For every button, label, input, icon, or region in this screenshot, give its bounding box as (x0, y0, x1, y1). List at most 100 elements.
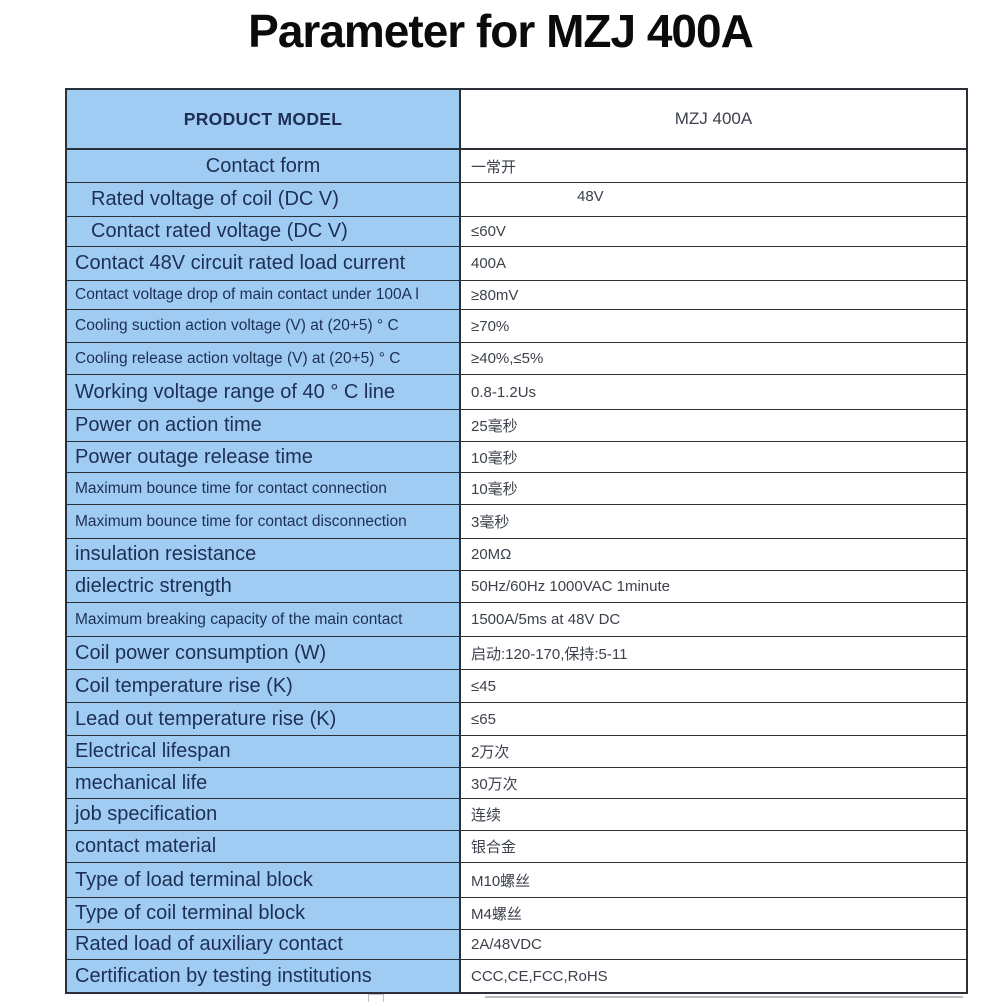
table-row: Power outage release time 10毫秒 (67, 442, 966, 473)
param-label: Maximum bounce time for contact disconne… (75, 512, 407, 530)
value-cell: 10毫秒 (461, 473, 966, 504)
param-cell: mechanical life (67, 768, 461, 798)
value-text: 银合金 (471, 839, 517, 856)
value-cell: 30万次 (461, 768, 966, 798)
value-text: 2万次 (471, 744, 510, 761)
param-label: Coil temperature rise (K) (75, 674, 293, 697)
scan-artifact (368, 994, 384, 1002)
value-cell: ≥70% (461, 310, 966, 342)
value-text: M10螺丝 (471, 872, 531, 890)
param-label: Power outage release time (75, 445, 313, 468)
value-text: 20MΩ (471, 546, 512, 563)
value-text: 2A/48VDC (471, 936, 542, 953)
value-cell: 25毫秒 (461, 410, 966, 441)
table-row: contact material 银合金 (67, 831, 966, 863)
param-cell: Coil temperature rise (K) (67, 670, 461, 702)
value-text: M4螺丝 (471, 906, 522, 923)
table-row: dielectric strength 50Hz/60Hz 1000VAC 1m… (67, 571, 966, 603)
param-cell: Lead out temperature rise (K) (67, 703, 461, 735)
value-cell: 48V (461, 183, 966, 216)
param-label: Power on action time (75, 414, 262, 436)
table-row: Cooling suction action voltage (V) at (2… (67, 310, 966, 343)
value-text: 一常开 (471, 158, 517, 176)
table-row: Type of coil terminal block M4螺丝 (67, 898, 966, 930)
param-label: Rated voltage of coil (DC V) (91, 188, 339, 210)
param-cell: dielectric strength (67, 571, 461, 602)
param-label: Electrical lifespan (75, 740, 231, 762)
table-row: Contact 48V circuit rated load current 4… (67, 247, 966, 281)
value-text: 10毫秒 (471, 449, 518, 467)
param-cell: Rated voltage of coil (DC V) (67, 183, 461, 216)
table-row: mechanical life 30万次 (67, 768, 966, 799)
value-cell: 启动:120-170,保持:5-11 (461, 637, 966, 669)
value-text: 10毫秒 (471, 481, 518, 498)
table-row: Lead out temperature rise (K) ≤65 (67, 703, 966, 736)
value-cell: 10毫秒 (461, 442, 966, 472)
header-param-cell: PRODUCT MODEL (67, 90, 461, 148)
param-cell: Contact form (67, 150, 461, 182)
table-header-row: PRODUCT MODEL MZJ 400A (67, 90, 966, 150)
scan-artifact (485, 996, 963, 998)
param-label: Contact voltage drop of main contact und… (75, 286, 419, 303)
table-row: Type of load terminal block M10螺丝 (67, 863, 966, 898)
param-label: Certification by testing institutions (75, 964, 372, 987)
table-row: Certification by testing institutions CC… (67, 960, 966, 992)
table-row: insulation resistance 20MΩ (67, 539, 966, 571)
param-cell: Cooling release action voltage (V) at (2… (67, 343, 461, 374)
value-cell: ≤60V (461, 217, 966, 246)
param-cell: Contact voltage drop of main contact und… (67, 281, 461, 309)
param-cell: Contact rated voltage (DC V) (67, 217, 461, 246)
value-cell: 2万次 (461, 736, 966, 767)
param-cell: Certification by testing institutions (67, 960, 461, 992)
value-cell: 50Hz/60Hz 1000VAC 1minute (461, 571, 966, 602)
value-cell: 3毫秒 (461, 505, 966, 538)
param-cell: Maximum bounce time for contact disconne… (67, 505, 461, 538)
param-label: Coil power consumption (W) (75, 641, 327, 664)
param-cell: Power outage release time (67, 442, 461, 472)
header-value-cell: MZJ 400A (461, 90, 966, 148)
table-row: Power on action time 25毫秒 (67, 410, 966, 442)
page-title: Parameter for MZJ 400A (248, 5, 754, 57)
param-label: insulation resistance (75, 543, 257, 565)
param-cell: contact material (67, 831, 461, 862)
param-cell: Maximum breaking capacity of the main co… (67, 603, 461, 636)
value-cell: 0.8-1.2Us (461, 375, 966, 409)
param-label: Maximum breaking capacity of the main co… (75, 610, 403, 628)
value-text: 50Hz/60Hz 1000VAC 1minute (471, 578, 670, 595)
param-cell: Electrical lifespan (67, 736, 461, 767)
param-label: job specification (75, 803, 218, 825)
spec-table: PRODUCT MODEL MZJ 400A Contact form 一常开 … (65, 88, 968, 994)
table-row: Maximum bounce time for contact connecti… (67, 473, 966, 505)
value-cell: 连续 (461, 799, 966, 830)
param-cell: Cooling suction action voltage (V) at (2… (67, 310, 461, 342)
value-text: 0.8-1.2Us (471, 383, 537, 401)
table-row: Coil temperature rise (K) ≤45 (67, 670, 966, 703)
value-cell: ≤45 (461, 670, 966, 702)
value-cell: 1500A/5ms at 48V DC (461, 603, 966, 636)
value-cell: M4螺丝 (461, 898, 966, 929)
param-label: dielectric strength (75, 575, 232, 597)
param-label: Lead out temperature rise (K) (75, 707, 337, 730)
param-cell: Type of load terminal block (67, 863, 461, 897)
value-text: ≤45 (471, 677, 496, 695)
param-label: Contact 48V circuit rated load current (75, 252, 406, 274)
table-row: Coil power consumption (W) 启动:120-170,保持… (67, 637, 966, 670)
param-cell: Contact 48V circuit rated load current (67, 247, 461, 280)
value-text: ≤65 (471, 710, 496, 728)
value-text: 30万次 (471, 775, 518, 793)
value-cell: ≤65 (461, 703, 966, 735)
param-label: Cooling suction action voltage (V) at (2… (75, 317, 399, 334)
table-row: Rated voltage of coil (DC V) 48V (67, 183, 966, 217)
table-row: Electrical lifespan 2万次 (67, 736, 966, 768)
table-row: Cooling release action voltage (V) at (2… (67, 343, 966, 375)
param-label: Rated load of auxiliary contact (75, 933, 343, 955)
param-cell: Rated load of auxiliary contact (67, 930, 461, 959)
value-text: ≥80mV (471, 286, 519, 304)
table-row: Maximum breaking capacity of the main co… (67, 603, 966, 637)
header-value-text: MZJ 400A (674, 109, 753, 128)
value-cell: ≥80mV (461, 281, 966, 309)
table-row: Maximum bounce time for contact disconne… (67, 505, 966, 539)
value-cell: ≥40%,≤5% (461, 343, 966, 374)
param-label: mechanical life (75, 771, 208, 794)
table-row: job specification 连续 (67, 799, 966, 831)
